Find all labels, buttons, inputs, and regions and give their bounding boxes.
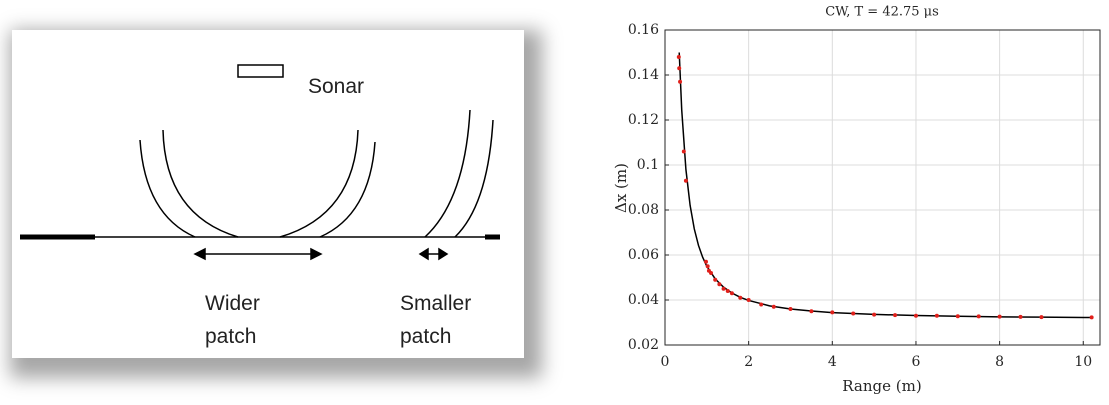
- data-point: [788, 307, 793, 311]
- wave-arc: [139, 139, 196, 238]
- chart: CW, T = 42.75 μs Range (m) Δx (m) 0.02 0.…: [612, 5, 1101, 395]
- plot-area: [665, 30, 1100, 345]
- x-tick-label: 4: [828, 354, 837, 370]
- data-point: [809, 309, 814, 314]
- x-tick-label: 6: [912, 354, 921, 370]
- patch-label: Smaller: [400, 292, 471, 315]
- y-axis-label: Δx (m): [612, 163, 630, 213]
- arrow-head: [193, 247, 323, 261]
- data-point: [725, 289, 730, 293]
- data-point: [738, 295, 743, 300]
- data-point: [934, 313, 939, 318]
- arrow-head: [418, 247, 449, 261]
- y-tick-label: 0.14: [628, 67, 659, 83]
- data-point: [676, 55, 681, 59]
- x-tick-label: 8: [995, 354, 1004, 370]
- data-point: [872, 312, 877, 317]
- data-point: [677, 66, 682, 71]
- y-tick-label: 0.06: [628, 247, 659, 263]
- data-point: [997, 314, 1002, 319]
- wave-arc: [162, 129, 239, 238]
- y-tick-label: 0.02: [628, 337, 659, 353]
- x-tick-label: 10: [1074, 354, 1092, 370]
- x-tick-label: 0: [661, 354, 670, 370]
- data-point: [976, 314, 981, 319]
- y-tick-label: 0.04: [628, 292, 659, 308]
- data-point: [681, 149, 686, 154]
- data-point: [771, 304, 776, 309]
- y-tick-label: 0.12: [628, 112, 659, 128]
- data-point: [759, 302, 764, 307]
- wave-arc: [424, 109, 471, 238]
- patch-label: patch: [205, 325, 256, 348]
- data-point: [851, 311, 856, 316]
- data-point: [703, 259, 708, 264]
- chart-title: CW, T = 42.75 μs: [825, 5, 939, 20]
- wave-arc: [279, 129, 359, 238]
- data-point: [729, 291, 734, 296]
- y-tick-label: 0.16: [628, 22, 659, 38]
- wave-arc: [319, 141, 376, 238]
- data-point: [717, 282, 722, 287]
- data-point: [709, 271, 714, 275]
- x-axis-label: Range (m): [842, 377, 921, 395]
- data-point: [683, 178, 688, 183]
- data-point: [913, 313, 918, 318]
- y-tick-label: 0.08: [628, 202, 659, 218]
- data-point: [955, 314, 960, 319]
- data-point: [1018, 314, 1023, 319]
- data-point: [830, 310, 835, 315]
- diagram-canvas: Sonar Wider patch Smaller patch: [20, 64, 500, 348]
- wave-arc: [454, 119, 494, 238]
- patch-label: patch: [400, 325, 451, 348]
- data-point: [713, 277, 718, 282]
- data-point: [721, 286, 726, 291]
- data-point: [893, 313, 898, 318]
- patch-label: Wider: [205, 292, 260, 315]
- data-point: [705, 264, 710, 269]
- sonar-icon: [237, 64, 284, 78]
- diagram: Sonar Wider patch Smaller patch: [12, 30, 524, 358]
- data-point: [1089, 315, 1094, 320]
- sonar-label: Sonar: [308, 75, 364, 98]
- y-tick-label: 0.1: [637, 157, 659, 173]
- data-point: [1039, 315, 1044, 320]
- x-tick-label: 2: [744, 354, 753, 370]
- plot-frame: [664, 29, 1101, 346]
- data-point: [678, 79, 683, 84]
- data-point: [746, 298, 751, 302]
- fit-line: [678, 52, 1092, 319]
